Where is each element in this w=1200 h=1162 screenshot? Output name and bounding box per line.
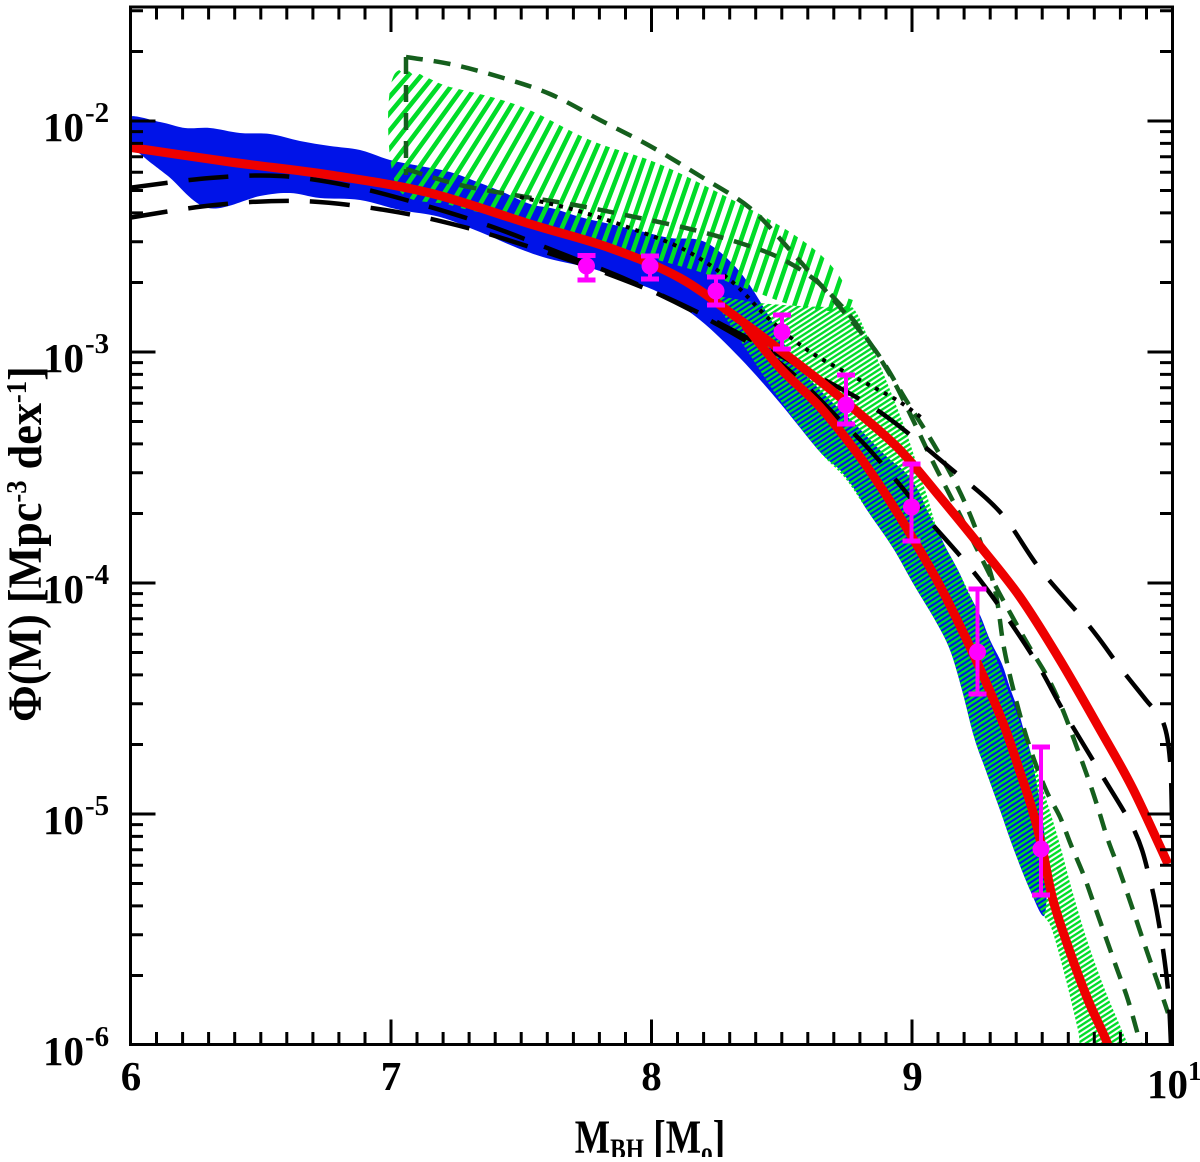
svg-text:6: 6 (121, 1053, 142, 1099)
svg-text:-5: -5 (85, 790, 109, 822)
svg-text:7: 7 (381, 1053, 402, 1099)
svg-text:10: 10 (43, 335, 84, 381)
svg-text:10: 10 (1147, 1061, 1188, 1107)
svg-text:-6: -6 (85, 1021, 109, 1053)
svg-text:10: 10 (43, 104, 84, 150)
svg-text:9: 9 (902, 1053, 923, 1099)
svg-text:8: 8 (641, 1053, 662, 1099)
svg-text:10: 10 (43, 1028, 84, 1074)
svg-text:10: 10 (43, 566, 84, 612)
svg-text:-4: -4 (85, 559, 109, 591)
svg-text:Φ(M) [Mpc-3 dex-1]: Φ(M) [Mpc-3 dex-1] (0, 366, 51, 722)
svg-text:-3: -3 (85, 328, 109, 360)
svg-text:MBH [Mo]: MBH [Mo] (575, 1112, 725, 1157)
svg-text:-2: -2 (85, 97, 109, 129)
svg-text:10: 10 (43, 797, 84, 843)
svg-text:1: 1 (1188, 1056, 1200, 1086)
